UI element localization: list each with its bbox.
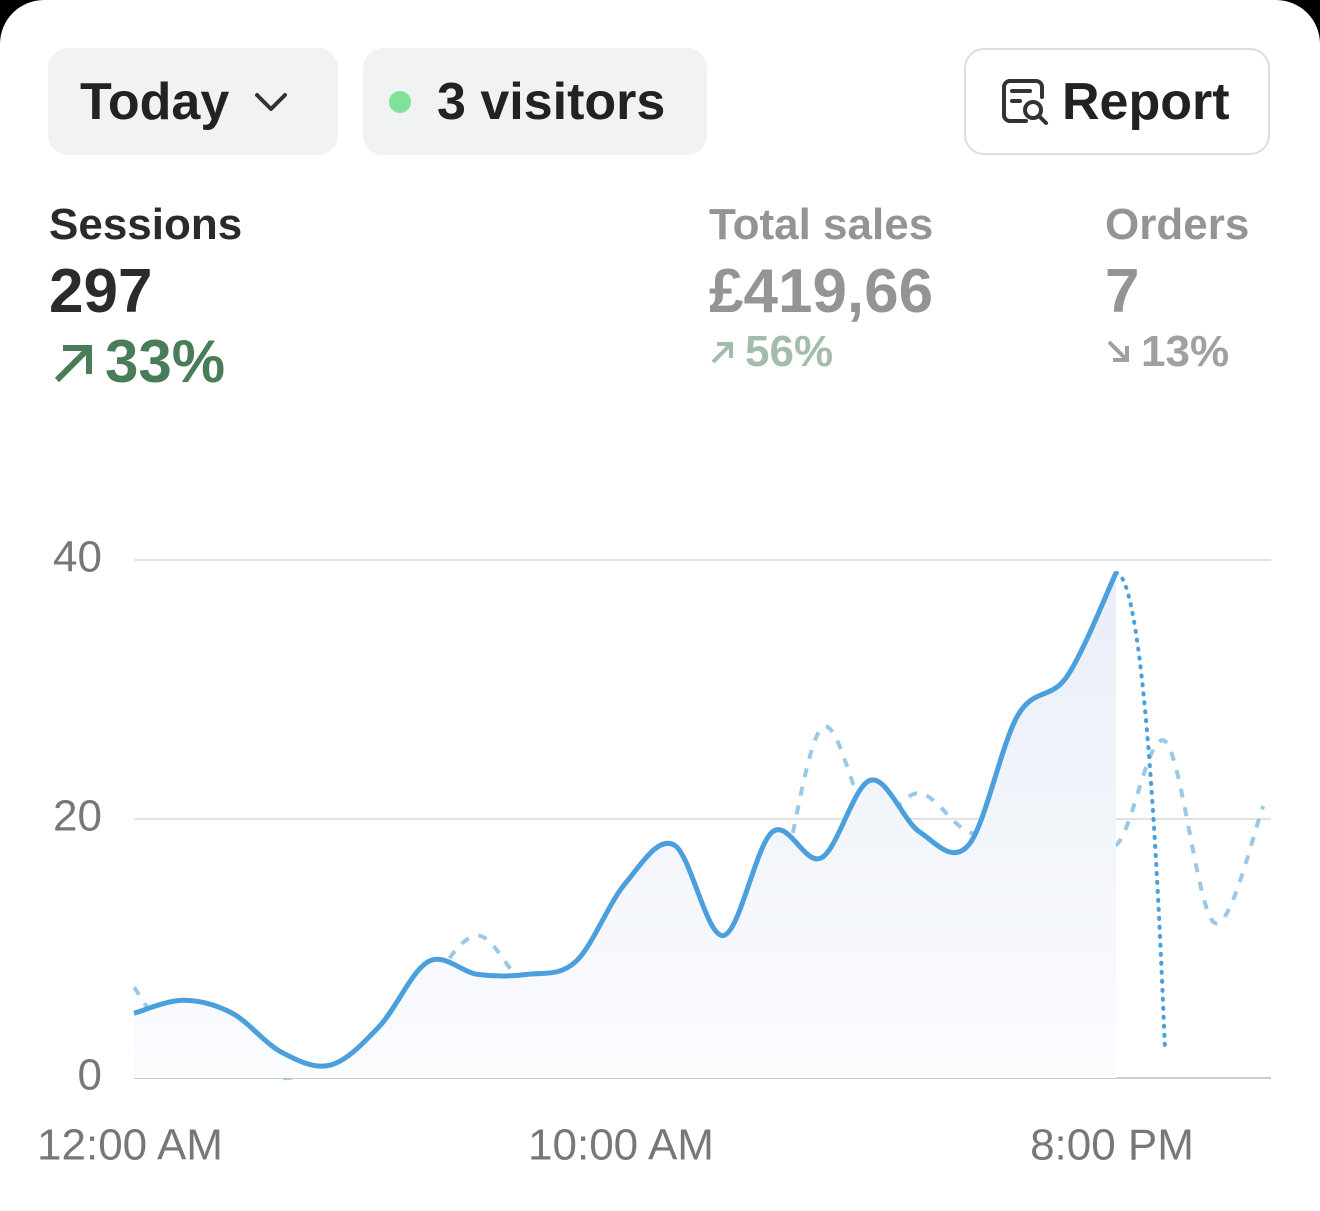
y-tick-label: 0 (78, 1051, 102, 1100)
metric-change: 13% (1105, 327, 1249, 377)
live-dot (389, 90, 411, 113)
metric-label: Orders (1105, 200, 1250, 249)
y-tick-label: 40 (53, 533, 102, 582)
metric-sales[interactable]: Total sales £419,66 56% (709, 200, 933, 377)
metric-label: Total sales (709, 200, 934, 249)
y-tick-label: 20 (53, 792, 102, 841)
x-tick-label: 10:00 AM (528, 1121, 714, 1170)
arrow-up-icon (54, 344, 92, 382)
metric-value: 7 (1105, 257, 1140, 326)
metric-change: 33% (49, 327, 242, 396)
visitors-badge[interactable]: 3 visitors (363, 48, 707, 155)
x-tick-label: 8:00 PM (1030, 1121, 1194, 1170)
current-line-partial (1114, 570, 1168, 1055)
report-icon (1002, 78, 1048, 125)
arrow-down-icon (1107, 340, 1129, 362)
report-button[interactable]: Report (964, 48, 1270, 155)
report-label: Report (1062, 72, 1230, 131)
metric-change-value: 56% (745, 327, 834, 376)
metric-sessions[interactable]: Sessions 297 33% (49, 200, 242, 396)
chevron-icon (255, 92, 288, 111)
date-range-dropdown[interactable]: Today (48, 48, 338, 155)
metric-label: Sessions (49, 200, 243, 249)
area (134, 572, 1116, 1078)
current-line (133, 571, 1119, 1069)
metric-change-value: 33% (105, 328, 226, 395)
visitors-label: 3 visitors (437, 72, 666, 131)
metric-change-value: 13% (1141, 327, 1230, 376)
metric-orders[interactable]: Orders 7 13% (1105, 200, 1249, 377)
metric-value: £419,66 (709, 257, 934, 326)
x-tick-label: 12:00 AM (37, 1121, 223, 1170)
date-range-label: Today (80, 72, 230, 131)
arrow-up-icon (711, 342, 733, 364)
metric-value: 297 (49, 257, 153, 326)
metric-change: 56% (709, 327, 933, 377)
